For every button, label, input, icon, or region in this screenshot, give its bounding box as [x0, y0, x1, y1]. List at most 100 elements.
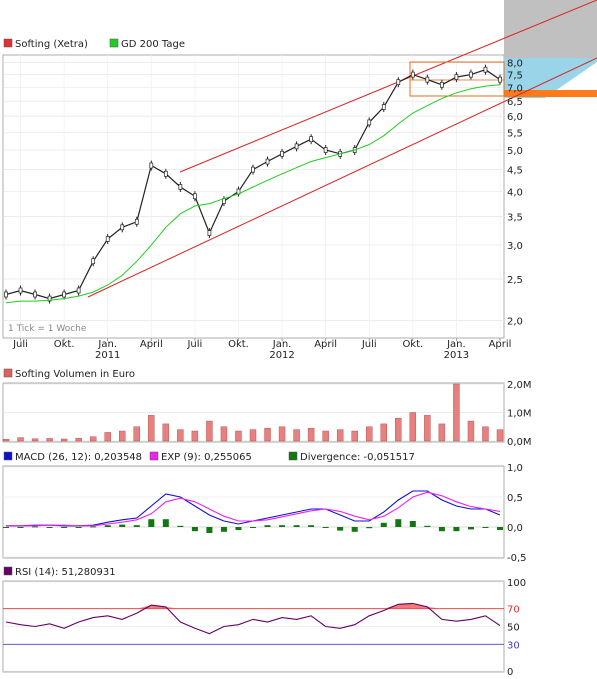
price-y-tick-label: 4,5 — [507, 166, 523, 177]
macd-divergence-bar — [482, 527, 489, 528]
volume-bar — [148, 415, 155, 442]
volume-bar — [119, 430, 126, 442]
price-candle-body — [396, 79, 401, 86]
macd-divergence-bar — [395, 519, 402, 527]
rsi-y-tick-label: 100 — [507, 578, 526, 589]
x-tick-label: Juli — [361, 339, 377, 350]
price-candle-body — [47, 295, 52, 302]
price-candle-body — [280, 150, 284, 157]
legend-swatch-gd200 — [109, 38, 119, 48]
legend-label-macd: MACD (26, 12): 0,203548 — [15, 452, 142, 463]
macd-y-tick-label: 1,0 — [507, 463, 523, 474]
x-tick-label: Jan. — [97, 339, 117, 350]
trend-channel-upper — [179, 0, 597, 173]
macd-panel: 1,0 0,5 0,0 -0,5 — [2, 463, 527, 564]
volume-bars-group — [2, 383, 504, 442]
macd-divergence-bar — [191, 527, 198, 532]
x-tick-label: April — [314, 339, 337, 350]
price-candle-body — [178, 184, 183, 190]
rsi-y-tick-label: 30 — [507, 640, 520, 651]
projection-grey-zone — [504, 0, 597, 58]
legend-swatch-exp — [149, 451, 159, 461]
macd-divergence-bar — [162, 519, 169, 527]
price-candle-body — [62, 291, 66, 298]
macd-divergence-bar — [497, 527, 503, 530]
volume-bar — [60, 438, 68, 442]
volume-legend: Softing Volumen in Euro — [3, 368, 135, 380]
price-candle-body — [425, 76, 430, 83]
macd-divergence-bar — [250, 527, 256, 528]
x-tick-label: Okt. — [402, 339, 423, 350]
macd-divergence-bar — [177, 525, 184, 527]
x-tick-label: April — [489, 339, 512, 350]
price-candle-body — [18, 287, 23, 294]
price-candle-body — [193, 193, 197, 200]
trend-channel-lower — [87, 57, 597, 298]
price-candle-body — [207, 230, 212, 236]
volume-y-tick-label: 1,0M — [507, 409, 532, 420]
macd-divergence-bar — [453, 527, 460, 532]
rsi-overbought-fill — [136, 605, 152, 609]
macd-divergence-bar — [264, 525, 271, 527]
volume-bar — [438, 423, 446, 442]
rsi-overbought-fill — [427, 606, 442, 609]
macd-divergence-bar — [119, 524, 126, 527]
price-candle-body — [163, 170, 168, 177]
macd-divergence-bar — [235, 527, 242, 530]
price-candle-body — [251, 166, 255, 173]
macd-divergence-bar — [104, 525, 111, 527]
price-candle-body — [4, 291, 8, 298]
rsi-y-tick-label: 50 — [507, 623, 520, 634]
x-year-label: 2013 — [444, 350, 469, 361]
price-y-tick-label: 7,5 — [507, 71, 523, 82]
x-tick-label: April — [140, 339, 163, 350]
x-year-label: 2011 — [95, 350, 120, 361]
volume-bar — [46, 438, 53, 442]
rsi-panel: 100 70 50 30 0 — [2, 578, 526, 678]
legend-label-divergence: Divergence: -0,051517 — [300, 452, 415, 463]
macd-divergence-bar — [293, 525, 300, 527]
rsi-series-group — [5, 602, 501, 635]
price-candle-body — [498, 76, 502, 83]
macd-divergence-bar — [61, 527, 68, 528]
volume-bar — [293, 429, 300, 442]
price-y-tick-label: 5,5 — [507, 128, 523, 139]
legend-label-gd200: GD 200 Tage — [121, 39, 185, 50]
volume-bar — [191, 430, 199, 442]
macd-divergence-bar — [380, 522, 387, 527]
projection-orange-band — [504, 90, 597, 97]
volume-bar — [162, 423, 170, 442]
volume-bar — [351, 430, 358, 442]
price-candle-body — [294, 143, 299, 150]
volume-bar — [482, 426, 489, 442]
price-panel: 2,02,53,03,54,04,55,05,56,06,57,07,58,0 … — [2, 0, 597, 339]
price-y-axis: 2,0 2,5 3,0 3,5 4,0 4,5 5,0 5,5 6,0 6,5 7,07,58,0 — [507, 59, 523, 328]
macd-plot-frame — [2, 465, 505, 559]
x-tick-label: Juli — [186, 339, 202, 350]
macd-divergence-bar — [424, 525, 431, 527]
volume-bar — [453, 383, 460, 442]
price-candle-body — [105, 236, 110, 242]
macd-y-axis: 1,0 0,5 0,0 -0,5 — [507, 463, 527, 564]
volume-bar — [424, 415, 431, 442]
volume-y-tick-label: 0,0M — [507, 437, 532, 448]
price-y-tick-label: 5,0 — [507, 146, 523, 157]
price-candle-body — [91, 258, 96, 265]
price-candle-body — [323, 147, 328, 153]
price-candle-body — [33, 291, 37, 298]
volume-y-tick-label: 2,0M — [507, 380, 532, 391]
price-y-tick-label: 4,0 — [507, 188, 523, 199]
macd-divergence-bar — [366, 527, 373, 529]
price-candle-body — [483, 66, 488, 73]
legend-swatch-macd — [3, 451, 13, 461]
volume-bar — [366, 426, 373, 442]
volume-bar — [336, 429, 344, 442]
legend-swatch-divergence — [288, 451, 298, 461]
x-tick-label: Jan. — [272, 339, 292, 350]
volume-panel: 2,0M 1,0M 0,0M — [2, 380, 532, 448]
macd-divergence-bar — [322, 527, 329, 528]
tick-note: 1 Tick = 1 Woche — [8, 324, 87, 334]
price-candle-body — [309, 136, 313, 143]
macd-divergence-bar — [3, 527, 9, 528]
